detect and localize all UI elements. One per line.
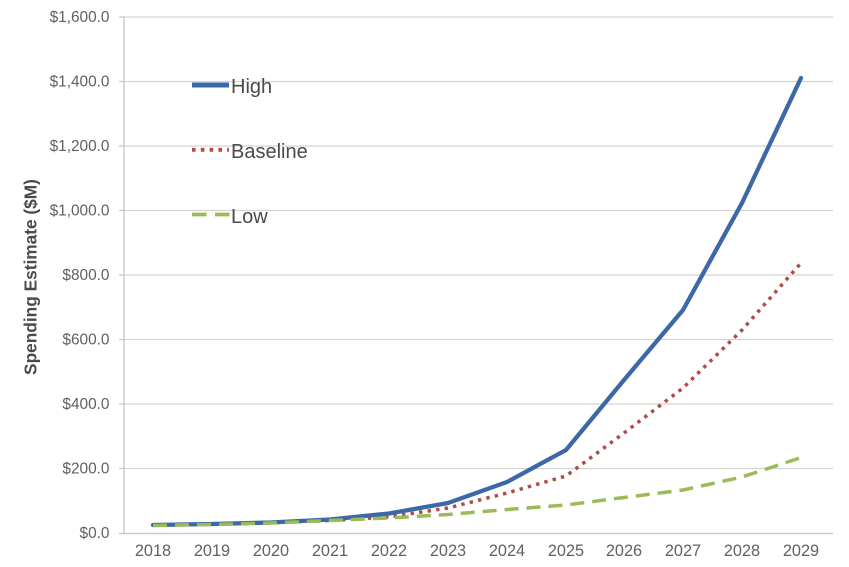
svg-text:2022: 2022 [371, 542, 407, 560]
svg-text:2026: 2026 [606, 542, 642, 560]
svg-text:2024: 2024 [489, 542, 525, 560]
svg-text:$400.0: $400.0 [62, 396, 109, 413]
svg-text:2018: 2018 [135, 542, 171, 560]
svg-text:$0.0: $0.0 [80, 525, 110, 542]
svg-text:Spending Estimate ($M): Spending Estimate ($M) [21, 179, 41, 375]
svg-text:2021: 2021 [312, 542, 348, 560]
svg-text:Baseline: Baseline [231, 141, 308, 163]
svg-text:2025: 2025 [548, 542, 584, 560]
svg-text:2020: 2020 [253, 542, 289, 560]
svg-text:High: High [231, 76, 272, 98]
svg-text:$600.0: $600.0 [62, 332, 109, 349]
svg-text:2019: 2019 [194, 542, 230, 560]
svg-text:2029: 2029 [783, 542, 819, 560]
svg-text:$1,400.0: $1,400.0 [50, 74, 110, 91]
svg-text:2023: 2023 [430, 542, 466, 560]
svg-text:Low: Low [231, 206, 268, 228]
svg-text:2027: 2027 [665, 542, 701, 560]
svg-text:$200.0: $200.0 [62, 461, 109, 478]
svg-text:$1,600.0: $1,600.0 [50, 9, 110, 26]
svg-text:$1,000.0: $1,000.0 [50, 203, 110, 220]
svg-text:$800.0: $800.0 [62, 267, 109, 284]
svg-text:2028: 2028 [724, 542, 760, 560]
svg-text:$1,200.0: $1,200.0 [50, 138, 110, 155]
